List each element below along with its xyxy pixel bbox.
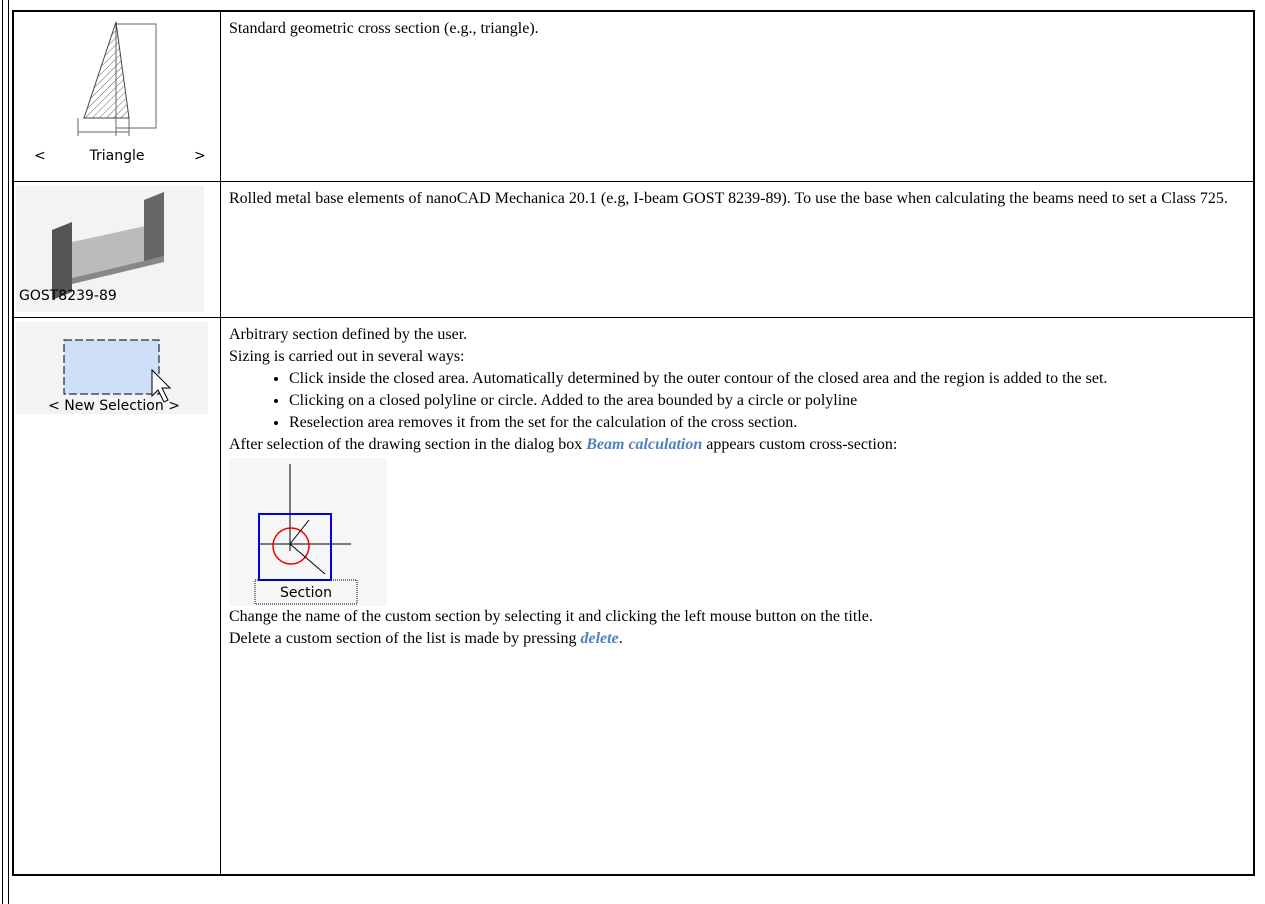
margin-line [2, 0, 3, 904]
beam-icon: GOST8239-89 [16, 185, 204, 312]
figure-caption: Section [280, 585, 332, 601]
bullet-list: Click inside the closed area. Automatica… [229, 368, 1245, 434]
text: Rolled metal base elements of nanoCAD Me… [229, 189, 1228, 207]
icon-cell: < Triangle > [12, 10, 221, 182]
row: GOST8239-89 Rolled metal base elements o… [12, 180, 1255, 318]
prev-arrow: < [34, 148, 46, 164]
text: After selection of the drawing section i… [229, 435, 587, 453]
line: Sizing is carried out in several ways: [229, 347, 465, 365]
line: Delete a custom section of the list is m… [229, 628, 1245, 650]
row: < New Selection > Arbitrary section defi… [12, 316, 1255, 876]
note: After selection of the drawing section i… [229, 434, 1245, 456]
link[interactable]: delete [580, 629, 619, 647]
bullet: Click inside the closed area. Automatica… [289, 368, 1245, 390]
text: Standard geometric cross section (e.g., … [229, 20, 539, 37]
icon-cell: < New Selection > [12, 316, 221, 876]
selection-icon: < New Selection > [16, 321, 208, 414]
line: Arbitrary section defined by the user. [229, 325, 468, 343]
icon-caption: Triangle [89, 148, 145, 164]
icon-cell: GOST8239-89 [12, 180, 221, 318]
bullet: Clicking on a closed polyline or circle.… [289, 390, 1245, 412]
text: Delete a custom section of the list is m… [229, 629, 581, 647]
section-figure: Section [229, 457, 387, 606]
margin-line [8, 0, 9, 904]
link[interactable]: Beam calculation [586, 435, 703, 453]
triangle-icon: < Triangle > [34, 21, 206, 164]
line: Change the name of the custom section by… [229, 607, 873, 625]
icon-caption: < New Selection > [48, 398, 180, 414]
section-table: < Triangle > Standard geometric cross se… [12, 10, 1255, 876]
next-arrow: > [194, 148, 206, 164]
description: Standard geometric cross section (e.g., … [220, 10, 1255, 182]
bullet: Reselection area removes it from the set… [289, 412, 1245, 434]
text: appears custom cross-section: [702, 435, 898, 453]
description: Rolled metal base elements of nanoCAD Me… [220, 180, 1255, 318]
row: < Triangle > Standard geometric cross se… [12, 10, 1255, 182]
icon-caption: GOST8239-89 [19, 288, 117, 304]
description: Arbitrary section defined by the user. S… [220, 316, 1255, 876]
text: . [618, 629, 623, 647]
